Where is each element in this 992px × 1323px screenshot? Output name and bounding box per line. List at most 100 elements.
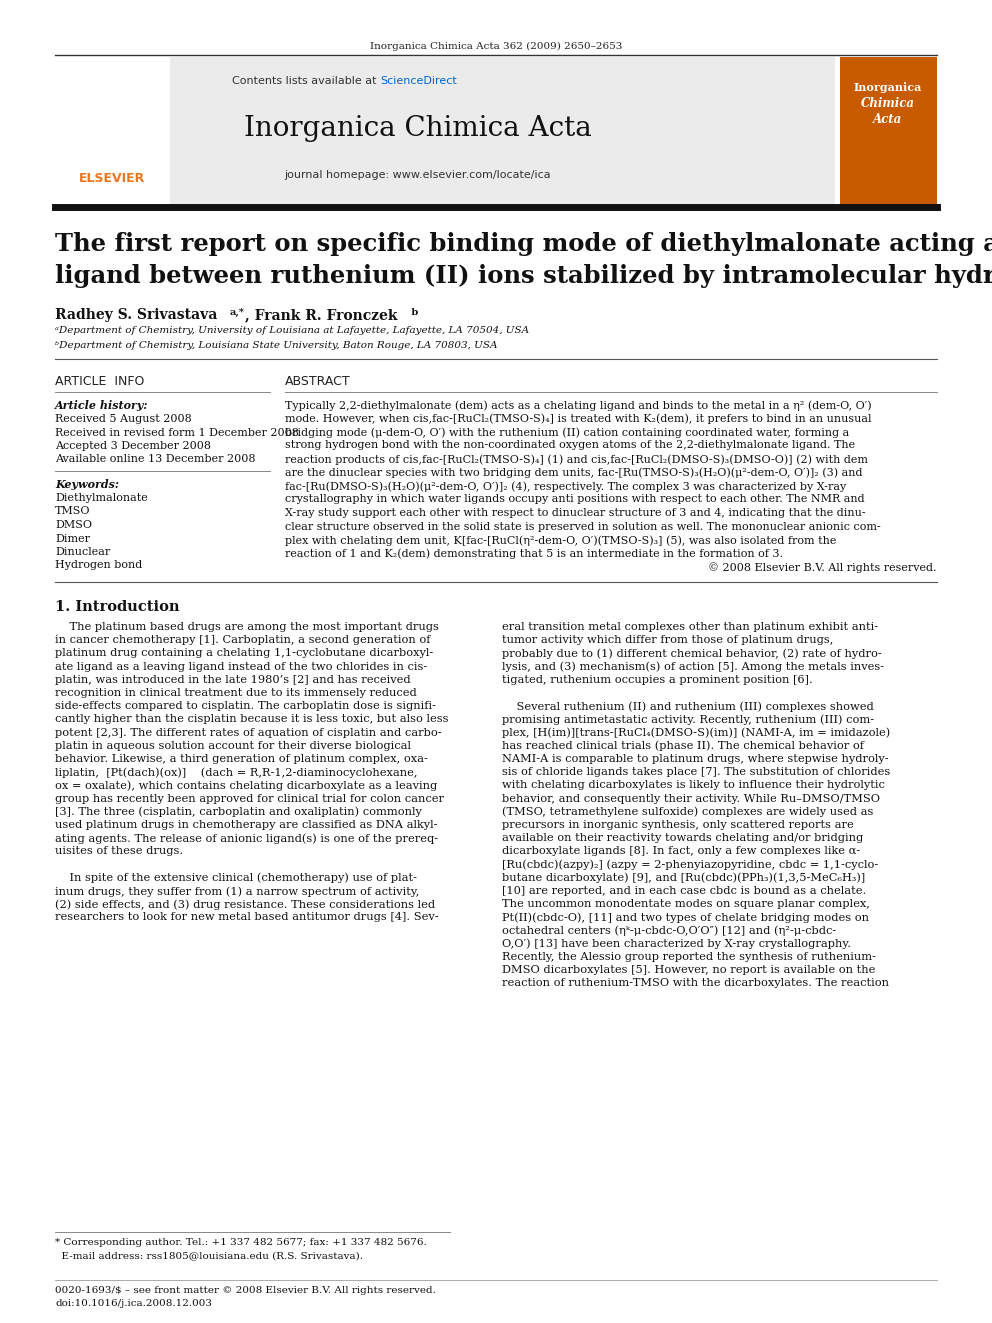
Text: mode. However, when cis,fac-[RuCl₂(TMSO-S)₄] is treated with K₂(dem), it prefers: mode. However, when cis,fac-[RuCl₂(TMSO-…	[285, 414, 872, 425]
Text: NAMI-A is comparable to platinum drugs, where stepwise hydroly-: NAMI-A is comparable to platinum drugs, …	[502, 754, 889, 763]
Text: tigated, ruthenium occupies a prominent position [6].: tigated, ruthenium occupies a prominent …	[502, 675, 812, 685]
Text: with chelating dicarboxylates is likely to influence their hydrolytic: with chelating dicarboxylates is likely …	[502, 781, 885, 790]
Text: Hydrogen bond: Hydrogen bond	[55, 561, 142, 570]
Text: tumor activity which differ from those of platinum drugs,: tumor activity which differ from those o…	[502, 635, 833, 646]
Text: Dimer: Dimer	[55, 533, 90, 544]
Text: ate ligand as a leaving ligand instead of the two chlorides in cis-: ate ligand as a leaving ligand instead o…	[55, 662, 428, 672]
Text: platin, was introduced in the late 1980’s [2] and has received: platin, was introduced in the late 1980’…	[55, 675, 411, 685]
Text: Contents lists available at: Contents lists available at	[232, 75, 380, 86]
Text: (TMSO, tetramethylene sulfoxide) complexes are widely used as: (TMSO, tetramethylene sulfoxide) complex…	[502, 807, 873, 818]
Text: behavior. Likewise, a third generation of platinum complex, oxa-: behavior. Likewise, a third generation o…	[55, 754, 428, 763]
Text: Article history:: Article history:	[55, 400, 149, 411]
Text: The first report on specific binding mode of diethylmalonate acting as a bridgin: The first report on specific binding mod…	[55, 232, 992, 287]
Text: doi:10.1016/j.ica.2008.12.003: doi:10.1016/j.ica.2008.12.003	[55, 1299, 212, 1308]
Text: ABSTRACT: ABSTRACT	[285, 374, 350, 388]
Text: reaction of ruthenium-TMSO with the dicarboxylates. The reaction: reaction of ruthenium-TMSO with the dica…	[502, 979, 889, 988]
Text: ScienceDirect: ScienceDirect	[380, 75, 456, 86]
Text: available on their reactivity towards chelating and/or bridging: available on their reactivity towards ch…	[502, 833, 863, 843]
Text: reaction of 1 and K₂(dem) demonstrating that 5 is an intermediate in the formati: reaction of 1 and K₂(dem) demonstrating …	[285, 549, 783, 560]
Text: recognition in clinical treatment due to its immensely reduced: recognition in clinical treatment due to…	[55, 688, 417, 699]
Text: butane dicarboxylate) [9], and [Ru(cbdc)(PPh₃)(1,3,5-MeC₆H₃)]: butane dicarboxylate) [9], and [Ru(cbdc)…	[502, 873, 865, 884]
FancyBboxPatch shape	[55, 57, 835, 205]
Text: [3]. The three (cisplatin, carboplatin and oxaliplatin) commonly: [3]. The three (cisplatin, carboplatin a…	[55, 807, 422, 818]
Text: The platinum based drugs are among the most important drugs: The platinum based drugs are among the m…	[55, 622, 438, 632]
Text: DMSO dicarboxylates [5]. However, no report is available on the: DMSO dicarboxylates [5]. However, no rep…	[502, 966, 875, 975]
Text: ELSEVIER: ELSEVIER	[79, 172, 145, 185]
Text: Received in revised form 1 December 2008: Received in revised form 1 December 2008	[55, 427, 299, 438]
Text: E-mail address: rss1805@louisiana.edu (R.S. Srivastava).: E-mail address: rss1805@louisiana.edu (R…	[55, 1252, 363, 1259]
Text: Inorganica Chimica Acta: Inorganica Chimica Acta	[244, 115, 592, 142]
Text: reaction products of cis,fac-[RuCl₂(TMSO-S)₄] (1) and cis,fac-[RuCl₂(DMSO-S)₃(DM: reaction products of cis,fac-[RuCl₂(TMSO…	[285, 454, 868, 464]
Text: [Ru(cbdc)(azpy)₂] (azpy = 2-phenyiazopyridine, cbdc = 1,1-cyclo-: [Ru(cbdc)(azpy)₂] (azpy = 2-phenyiazopyr…	[502, 860, 878, 871]
Text: bridging mode (μ-dem-O, O′) with the ruthenium (II) cation containing coordinate: bridging mode (μ-dem-O, O′) with the rut…	[285, 427, 849, 438]
Text: journal homepage: www.elsevier.com/locate/ica: journal homepage: www.elsevier.com/locat…	[285, 169, 552, 180]
Text: probably due to (1) different chemical behavior, (2) rate of hydro-: probably due to (1) different chemical b…	[502, 648, 882, 659]
Text: in cancer chemotherapy [1]. Carboplatin, a second generation of: in cancer chemotherapy [1]. Carboplatin,…	[55, 635, 431, 646]
Text: O,O′) [13] have been characterized by X-ray crystallography.: O,O′) [13] have been characterized by X-…	[502, 939, 851, 950]
Text: inum drugs, they suffer from (1) a narrow spectrum of activity,: inum drugs, they suffer from (1) a narro…	[55, 886, 420, 897]
Text: potent [2,3]. The different rates of aquation of cisplatin and carbo-: potent [2,3]. The different rates of aqu…	[55, 728, 441, 738]
Text: DMSO: DMSO	[55, 520, 92, 531]
Text: In spite of the extensive clinical (chemotherapy) use of plat-: In spite of the extensive clinical (chem…	[55, 873, 417, 884]
Text: fac-[Ru(DMSO-S)₃(H₂O)(μ²-dem-O, O′)]₂ (4), respectively. The complex 3 was chara: fac-[Ru(DMSO-S)₃(H₂O)(μ²-dem-O, O′)]₂ (4…	[285, 482, 846, 492]
Text: Pt(II)(cbdc-O), [11] and two types of chelate bridging modes on: Pt(II)(cbdc-O), [11] and two types of ch…	[502, 913, 869, 923]
Text: liplatin,  [Pt(dach)(ox)]    (dach = R,R-1,2-diaminocyclohexane,: liplatin, [Pt(dach)(ox)] (dach = R,R-1,2…	[55, 767, 418, 778]
Text: 0020-1693/$ – see front matter © 2008 Elsevier B.V. All rights reserved.: 0020-1693/$ – see front matter © 2008 El…	[55, 1286, 435, 1295]
Text: © 2008 Elsevier B.V. All rights reserved.: © 2008 Elsevier B.V. All rights reserved…	[708, 562, 937, 573]
Text: ᵇDepartment of Chemistry, Louisiana State University, Baton Rouge, LA 70803, USA: ᵇDepartment of Chemistry, Louisiana Stat…	[55, 341, 498, 351]
Text: eral transition metal complexes other than platinum exhibit anti-: eral transition metal complexes other th…	[502, 622, 878, 632]
Text: has reached clinical trials (phase II). The chemical behavior of: has reached clinical trials (phase II). …	[502, 741, 864, 751]
Text: ox = oxalate), which contains chelating dicarboxylate as a leaving: ox = oxalate), which contains chelating …	[55, 781, 437, 791]
Text: , Frank R. Fronczek: , Frank R. Fronczek	[245, 308, 398, 321]
Text: Diethylmalonate: Diethylmalonate	[55, 493, 148, 503]
Text: plex with chelating dem unit, K[fac-[RuCl(η²-dem-O, O′)(TMSO-S)₃] (5), was also : plex with chelating dem unit, K[fac-[RuC…	[285, 534, 836, 545]
Text: Accepted 3 December 2008: Accepted 3 December 2008	[55, 441, 211, 451]
Text: ARTICLE  INFO: ARTICLE INFO	[55, 374, 145, 388]
Text: [10] are reported, and in each case cbdc is bound as a chelate.: [10] are reported, and in each case cbdc…	[502, 886, 866, 896]
Text: crystallography in which water ligands occupy anti positions with respect to eac: crystallography in which water ligands o…	[285, 495, 865, 504]
Text: promising antimetastatic activity. Recently, ruthenium (III) com-: promising antimetastatic activity. Recen…	[502, 714, 874, 725]
Text: Recently, the Alessio group reported the synthesis of ruthenium-: Recently, the Alessio group reported the…	[502, 953, 876, 962]
Text: dicarboxylate ligands [8]. In fact, only a few complexes like α-: dicarboxylate ligands [8]. In fact, only…	[502, 847, 860, 856]
Text: strong hydrogen bond with the non-coordinated oxygen atoms of the 2,2-diethylmal: strong hydrogen bond with the non-coordi…	[285, 441, 855, 451]
Text: Typically 2,2-diethylmalonate (dem) acts as a chelating ligand and binds to the : Typically 2,2-diethylmalonate (dem) acts…	[285, 400, 872, 410]
Text: group has recently been approved for clinical trial for colon cancer: group has recently been approved for cli…	[55, 794, 444, 803]
Text: Several ruthenium (II) and ruthenium (III) complexes showed: Several ruthenium (II) and ruthenium (II…	[502, 701, 874, 712]
Text: Available online 13 December 2008: Available online 13 December 2008	[55, 455, 256, 464]
Text: ating agents. The release of anionic ligand(s) is one of the prereq-: ating agents. The release of anionic lig…	[55, 833, 438, 844]
Text: (2) side effects, and (3) drug resistance. These considerations led: (2) side effects, and (3) drug resistanc…	[55, 900, 435, 910]
Text: Received 5 August 2008: Received 5 August 2008	[55, 414, 191, 423]
Text: Dinuclear: Dinuclear	[55, 546, 110, 557]
Text: precursors in inorganic synthesis, only scattered reports are: precursors in inorganic synthesis, only …	[502, 820, 854, 830]
Text: uisites of these drugs.: uisites of these drugs.	[55, 847, 184, 856]
Text: Radhey S. Srivastava: Radhey S. Srivastava	[55, 308, 217, 321]
Text: platin in aqueous solution account for their diverse biological: platin in aqueous solution account for t…	[55, 741, 411, 750]
Text: researchers to look for new metal based antitumor drugs [4]. Sev-: researchers to look for new metal based …	[55, 913, 438, 922]
Text: platinum drug containing a chelating 1,1-cyclobutane dicarboxyl-: platinum drug containing a chelating 1,1…	[55, 648, 434, 659]
Text: Chimica: Chimica	[861, 97, 915, 110]
Text: used platinum drugs in chemotherapy are classified as DNA alkyl-: used platinum drugs in chemotherapy are …	[55, 820, 437, 830]
FancyBboxPatch shape	[55, 57, 170, 205]
Text: TMSO: TMSO	[55, 507, 90, 516]
Text: Inorganica Chimica Acta 362 (2009) 2650–2653: Inorganica Chimica Acta 362 (2009) 2650–…	[370, 42, 622, 52]
Text: * Corresponding author. Tel.: +1 337 482 5677; fax: +1 337 482 5676.: * Corresponding author. Tel.: +1 337 482…	[55, 1238, 427, 1248]
Text: plex, [H(im)][trans-[RuCl₄(DMSO-S)(im)] (NAMI-A, im = imidazole): plex, [H(im)][trans-[RuCl₄(DMSO-S)(im)] …	[502, 728, 890, 738]
Text: sis of chloride ligands takes place [7]. The substitution of chlorides: sis of chloride ligands takes place [7].…	[502, 767, 890, 777]
Text: X-ray study support each other with respect to dinuclear structure of 3 and 4, i: X-ray study support each other with resp…	[285, 508, 866, 519]
Text: octahedral centers (ηᵏ-μ-cbdc-O,O′O″) [12] and (η²-μ-cbdc-: octahedral centers (ηᵏ-μ-cbdc-O,O′O″) [1…	[502, 926, 836, 937]
Text: cantly higher than the cisplatin because it is less toxic, but also less: cantly higher than the cisplatin because…	[55, 714, 448, 725]
Text: lysis, and (3) mechanism(s) of action [5]. Among the metals inves-: lysis, and (3) mechanism(s) of action [5…	[502, 662, 884, 672]
Text: behavior, and consequently their activity. While Ru–DMSO/TMSO: behavior, and consequently their activit…	[502, 794, 880, 803]
Text: clear structure observed in the solid state is preserved in solution as well. Th: clear structure observed in the solid st…	[285, 521, 881, 532]
Text: The uncommon monodentate modes on square planar complex,: The uncommon monodentate modes on square…	[502, 900, 870, 909]
FancyBboxPatch shape	[840, 57, 937, 205]
Text: are the dinuclear species with two bridging dem units, fac-[Ru(TMSO-S)₃(H₂O)(μ²-: are the dinuclear species with two bridg…	[285, 467, 862, 478]
Text: ᵃDepartment of Chemistry, University of Louisiana at Lafayette, Lafayette, LA 70: ᵃDepartment of Chemistry, University of …	[55, 325, 529, 335]
Text: Inorganica: Inorganica	[854, 82, 923, 93]
Text: side-effects compared to cisplatin. The carboplatin dose is signifi-: side-effects compared to cisplatin. The …	[55, 701, 436, 712]
Text: a,*: a,*	[230, 308, 245, 318]
Text: Keywords:: Keywords:	[55, 479, 119, 490]
Text: b: b	[408, 308, 419, 318]
Text: Acta: Acta	[873, 112, 903, 126]
Text: 1. Introduction: 1. Introduction	[55, 601, 180, 614]
